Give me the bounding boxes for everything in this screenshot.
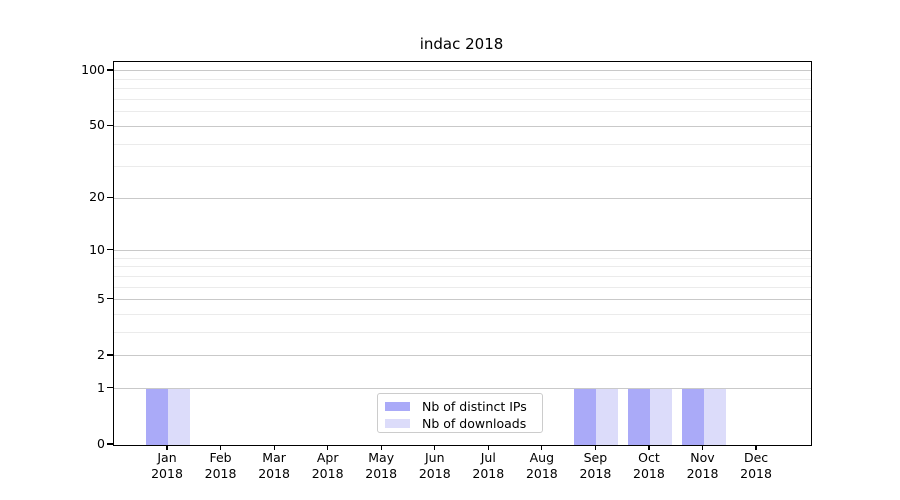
y-tick-label: 2 xyxy=(97,346,105,362)
legend-swatch-downloads xyxy=(385,419,410,428)
gridline-minor xyxy=(114,332,811,334)
x-tick-label-nov: Nov 2018 xyxy=(686,450,719,481)
bar-distinct-ips-jan xyxy=(146,388,168,445)
y-tick-label: 50 xyxy=(89,117,105,133)
chart-title: indac 2018 xyxy=(419,35,504,53)
x-tick-label-aug: Aug 2018 xyxy=(525,450,558,481)
x-tick-mark xyxy=(380,445,382,450)
x-tick-mark xyxy=(701,445,704,450)
legend-label-distinct-ips: Nb of distinct IPs xyxy=(422,399,527,414)
gridline-minor xyxy=(114,166,811,168)
legend-item-downloads: Nb of downloads xyxy=(385,416,535,431)
y-tick-label: 10 xyxy=(89,241,105,257)
gridline-minor xyxy=(114,88,811,90)
y-tick-mark xyxy=(107,443,113,445)
legend-label-downloads: Nb of downloads xyxy=(422,416,527,431)
legend-item-distinct-ips: Nb of distinct IPs xyxy=(385,399,535,414)
gridline-minor xyxy=(114,143,811,145)
gridline-minor xyxy=(114,99,811,101)
y-tick-label: 100 xyxy=(81,61,105,77)
y-tick-label: 1 xyxy=(97,379,105,395)
x-tick-mark xyxy=(166,445,168,450)
bar-distinct-ips-nov xyxy=(681,388,704,445)
y-tick-label: 5 xyxy=(97,290,105,306)
x-tick-mark xyxy=(648,445,650,450)
gridline-major xyxy=(114,250,811,252)
x-tick-label-dec: Dec 2018 xyxy=(740,450,772,481)
y-tick-mark xyxy=(107,354,113,356)
x-tick-label-oct: Oct 2018 xyxy=(633,450,665,481)
gridline-minor xyxy=(114,266,811,268)
gridline-minor xyxy=(114,111,811,113)
x-tick-mark xyxy=(487,445,489,450)
x-tick-mark xyxy=(541,445,543,450)
x-tick-mark xyxy=(219,445,222,450)
gridline-minor xyxy=(114,275,811,277)
x-tick-mark xyxy=(327,445,329,450)
legend-swatch-distinct-ips xyxy=(385,402,410,411)
bar-distinct-ips-sep xyxy=(574,388,597,445)
gridline-major xyxy=(114,355,811,357)
x-tick-mark xyxy=(434,445,436,450)
x-tick-label-jun: Jun 2018 xyxy=(418,450,451,481)
x-tick-label-feb: Feb 2018 xyxy=(204,450,237,481)
y-tick-mark xyxy=(107,249,113,251)
gridline-major xyxy=(114,299,811,301)
x-tick-label-may: May 2018 xyxy=(365,450,398,481)
y-tick-mark xyxy=(107,387,113,389)
x-tick-mark xyxy=(755,445,757,450)
x-tick-label-mar: Mar 2018 xyxy=(258,450,290,481)
x-tick-label-sep: Sep 2018 xyxy=(579,450,612,481)
y-tick-label: 20 xyxy=(89,189,105,205)
y-tick-mark xyxy=(107,298,113,300)
legend: Nb of distinct IPs Nb of downloads xyxy=(377,393,543,433)
gridline-minor xyxy=(114,257,811,259)
gridline-major xyxy=(114,197,811,199)
x-tick-mark xyxy=(594,445,596,450)
plot-area xyxy=(113,61,812,446)
bar-downloads-sep xyxy=(596,388,619,445)
x-tick-label-apr: Apr 2018 xyxy=(311,450,344,481)
gridline-minor xyxy=(114,78,811,80)
bar-downloads-nov xyxy=(703,388,726,445)
y-tick-mark xyxy=(107,69,113,71)
bar-distinct-ips-oct xyxy=(627,388,650,445)
gridline-major xyxy=(114,70,811,72)
gridline-minor xyxy=(114,314,811,316)
gridline-minor xyxy=(114,286,811,288)
x-tick-label-jan: Jan 2018 xyxy=(151,450,183,481)
y-tick-label: 0 xyxy=(97,436,105,451)
x-tick-mark xyxy=(273,445,275,450)
x-tick-label-jul: Jul 2018 xyxy=(472,450,505,481)
y-tick-mark xyxy=(107,196,113,198)
y-tick-mark xyxy=(107,124,113,126)
gridline-major xyxy=(114,125,811,127)
bar-downloads-oct xyxy=(649,388,672,445)
gridline-major xyxy=(114,388,811,390)
bar-downloads-jan xyxy=(168,388,190,445)
